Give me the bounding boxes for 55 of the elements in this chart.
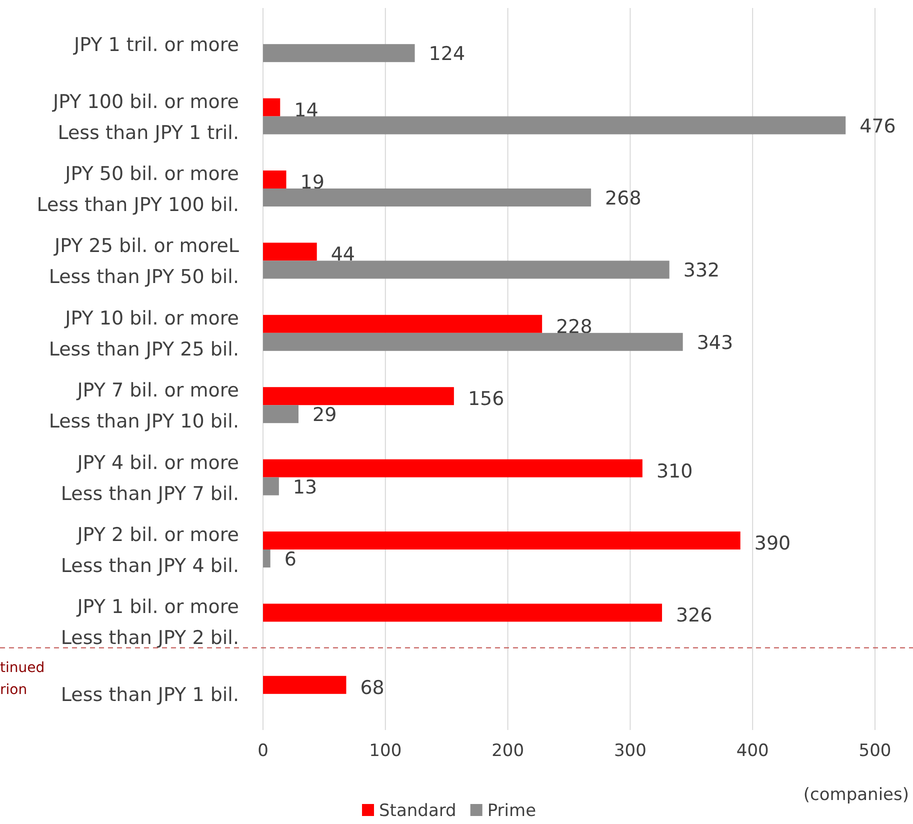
x-tick-label: 500: [858, 741, 892, 762]
bar: [263, 44, 415, 62]
x-tick-label: 100: [369, 741, 402, 762]
y-tick-label: JPY 1 bil. or more Less than JPY 2 bil.: [60, 596, 239, 650]
data-label: 326: [676, 604, 712, 627]
bar: [263, 405, 298, 424]
legend-label: Prime: [487, 801, 536, 821]
bar: [263, 604, 662, 622]
bar: [263, 170, 286, 188]
data-label: 68: [360, 676, 384, 699]
y-tick-label: JPY 7 bil. or more Less than JPY 10 bil.: [48, 380, 239, 433]
data-label: 343: [696, 332, 734, 354]
y-tick-label: JPY 10 bil. or more Less than JPY 25 bil.: [48, 307, 239, 360]
y-tick-label: JPY 2 bil. or more Less than JPY 4 bil.: [60, 524, 239, 577]
data-label: 476: [860, 115, 896, 138]
bar: [263, 532, 740, 550]
y-tick-label: JPY 1 tril. or more: [72, 34, 239, 56]
data-label: 44: [330, 244, 356, 266]
data-label: 156: [468, 388, 504, 410]
legend-label: Standard: [379, 801, 456, 821]
bar: [263, 332, 683, 351]
bar: [263, 550, 270, 568]
bar: [263, 260, 670, 279]
data-label: 268: [605, 188, 642, 210]
y-tick-label: JPY 100 bil. or more Less than JPY 1 tril.: [52, 90, 239, 144]
data-label: 124: [428, 43, 466, 66]
bar: [263, 459, 642, 478]
y-tick-label: Less than JPY 1 bil.: [60, 684, 239, 706]
bar: [263, 116, 846, 134]
x-axis-title: (companies): [803, 785, 909, 805]
data-label: 310: [656, 460, 693, 482]
data-label: 29: [312, 404, 337, 426]
y-tick-label: JPY 50 bil. or more Less than JPY 100 bil.: [36, 163, 239, 216]
y-tick-label: JPY 4 bil. or more Less than JPY 7 bil.: [60, 452, 239, 505]
bar: [263, 98, 280, 116]
data-label: 6: [284, 548, 296, 570]
data-label: 390: [754, 532, 791, 554]
data-label: 19: [300, 172, 324, 194]
bar: [263, 314, 542, 333]
x-tick-label: 0: [258, 741, 268, 762]
bar: [263, 387, 454, 406]
text: tinued: [0, 660, 45, 676]
data-label: 13: [292, 476, 318, 498]
bar: [263, 188, 592, 206]
data-label: 332: [683, 260, 720, 282]
x-tick-label: 300: [614, 741, 646, 762]
x-tick-label: 400: [736, 741, 769, 762]
x-tick-label: 200: [492, 741, 524, 762]
bar: [263, 676, 346, 694]
text: rion: [0, 682, 28, 698]
y-tick-label: JPY 25 bil. or moreL Less than JPY 50 bil.: [48, 235, 240, 288]
bar: [263, 242, 317, 261]
data-label: 228: [556, 316, 592, 338]
bar: [263, 477, 279, 496]
data-label: 14: [294, 99, 318, 122]
